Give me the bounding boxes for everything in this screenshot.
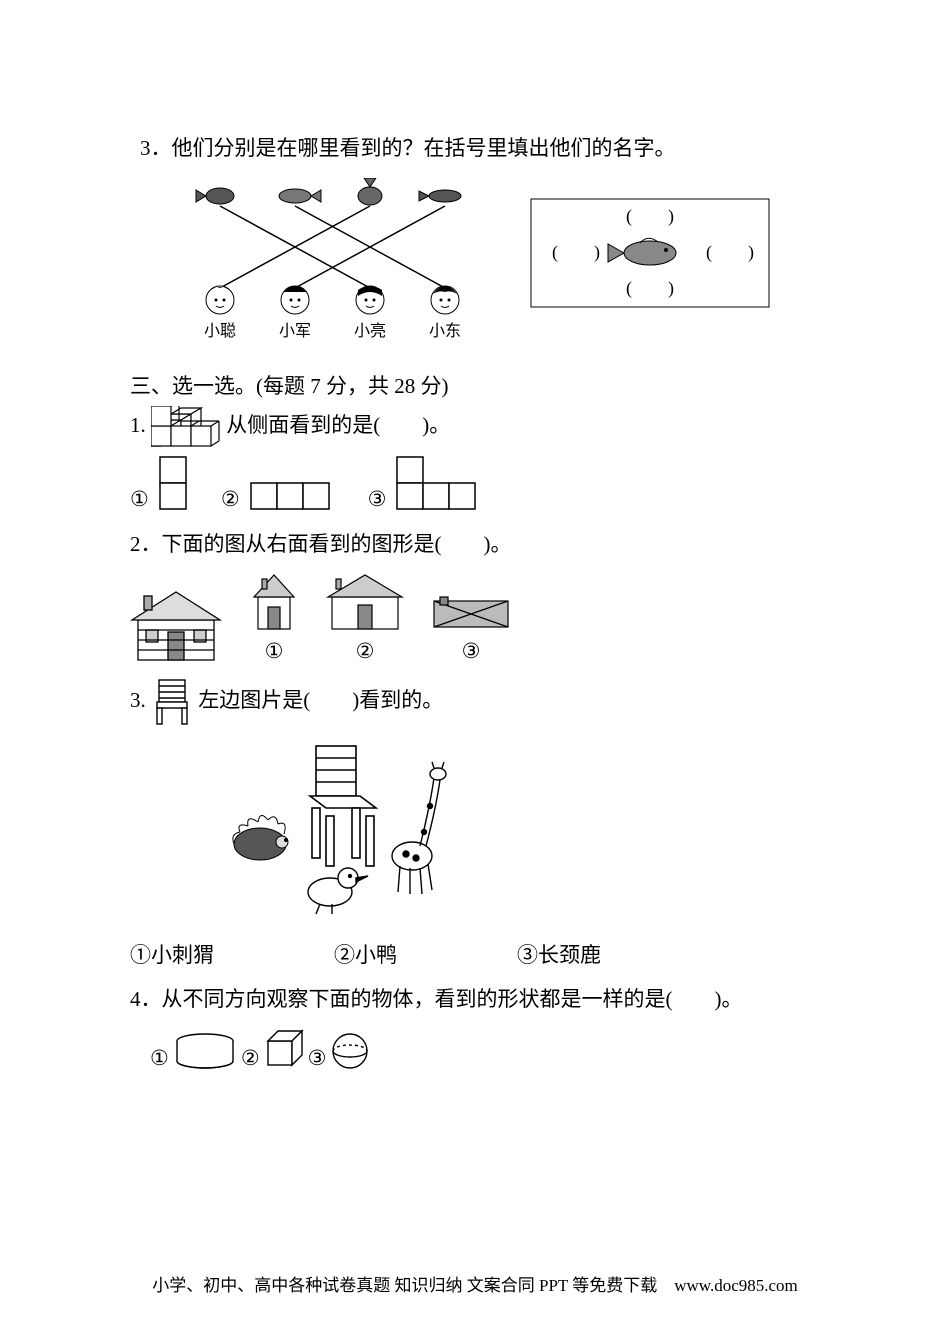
- q3-prompt: 3．他们分别是在哪里看到的？在括号里填出他们的名字。: [140, 130, 830, 168]
- s3q2-opt1-label: ①: [250, 639, 298, 664]
- s3q1-options: ① ② ③: [130, 456, 830, 512]
- s3q2-figures: ① ② ③: [130, 571, 830, 664]
- s3q1-opt3-shape: [396, 456, 480, 512]
- s3q2-prompt: 2．下面的图从右面看到的图形是( )。: [130, 526, 830, 564]
- s3q1-opt3-label: ③: [368, 487, 387, 512]
- q3-figure-row: 小聪 小军 小亮 小东 ( ) ( ) ( ) ( ): [190, 178, 830, 348]
- s3q1-line: 1.: [130, 406, 830, 448]
- s3q2-opt1-shape: [250, 571, 298, 633]
- s3q4-opt3-sphere: [330, 1031, 370, 1071]
- s3q3-tail: 左边图片是( )看到的。: [198, 688, 443, 712]
- s3q3-opt1: ①小刺猬: [130, 939, 214, 969]
- s3q1-opt1-shape: [159, 456, 187, 512]
- s3q3-options: ①小刺猬 ②小鸭 ③长颈鹿: [130, 939, 830, 969]
- s3q4-opt1-cylinder: [173, 1031, 237, 1071]
- svg-text:( ): ( ): [552, 242, 600, 263]
- s3q3-opt3: ③长颈鹿: [517, 939, 601, 969]
- s3q3-num: 3.: [130, 688, 146, 712]
- s3q4-prompt: 4．从不同方向观察下面的物体，看到的形状都是一样的是( )。: [130, 981, 830, 1019]
- q3-name-3: 小东: [429, 322, 461, 340]
- s3q1-opt2-label: ②: [221, 487, 240, 512]
- s3q1-opt2-shape: [250, 482, 334, 512]
- s3q1-opt1-label: ①: [130, 487, 149, 512]
- s3q3-chair-front-icon: [151, 678, 193, 726]
- s3q4-opt1-label: ①: [150, 1046, 169, 1071]
- svg-text:( ): ( ): [706, 242, 754, 263]
- s3q1-num: 1.: [130, 412, 146, 436]
- document-page: 3．他们分别是在哪里看到的？在括号里填出他们的名字。: [0, 0, 950, 1344]
- s3q4-opt2-cube: [264, 1027, 304, 1071]
- s3q4-options: ① ② ③: [150, 1027, 830, 1071]
- s3q3-scene: [220, 736, 830, 921]
- q3-diagram: 小聪 小军 小亮 小东: [190, 178, 490, 348]
- s3q3-line: 3. 左边图片是( )看到的。: [130, 678, 830, 726]
- q3-name-2: 小亮: [354, 322, 386, 340]
- s3q2-object-house: [130, 586, 222, 664]
- s3q3-opt2: ②小鸭: [334, 939, 397, 969]
- s3q1-solid-icon: [151, 406, 221, 448]
- s3q2-opt3-shape: [432, 595, 510, 633]
- svg-text:( ): ( ): [626, 278, 674, 299]
- s3q1-tail: 从侧面看到的是( )。: [226, 412, 450, 436]
- q3-name-0: 小聪: [204, 322, 236, 340]
- q3-answer-box: ( ) ( ) ( ) ( ): [530, 198, 770, 308]
- svg-text:( ): ( ): [626, 206, 674, 227]
- section3-title: 三、选一选。(每题 7 分，共 28 分): [130, 368, 830, 406]
- s3q2-opt3-label: ③: [432, 639, 510, 664]
- page-footer: 小学、初中、高中各种试卷真题 知识归纳 文案合同 PPT 等免费下载 www.d…: [0, 1271, 950, 1296]
- q3-name-1: 小军: [279, 322, 311, 340]
- s3q4-opt2-label: ②: [241, 1046, 260, 1071]
- s3q4-opt3-label: ③: [308, 1046, 327, 1071]
- s3q2-opt2-label: ②: [326, 639, 404, 664]
- s3q2-opt2-shape: [326, 571, 404, 633]
